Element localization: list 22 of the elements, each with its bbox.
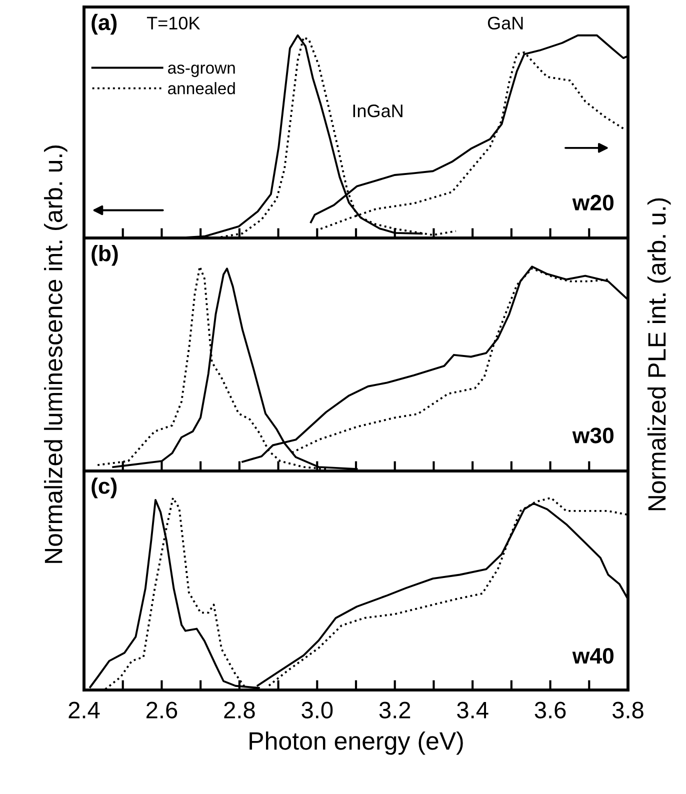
x-tick-label: 2.4 — [68, 702, 100, 718]
y2-axis-title: Normalized PLE int. (arb. u.) — [647, 198, 671, 510]
annotation: w30 — [572, 428, 614, 444]
x-tick-label: 3.2 — [379, 702, 410, 718]
legend-label: annealed — [168, 82, 235, 94]
x-tick-label: 3.8 — [612, 702, 644, 718]
x-tick-label: 3.6 — [534, 702, 566, 718]
x-tick-label: 2.6 — [146, 702, 178, 718]
annotation: w20 — [572, 194, 614, 211]
text: T=10K — [146, 16, 200, 30]
legend-label: as-grown — [168, 64, 235, 78]
x-tick-label: 3.4 — [457, 702, 488, 718]
x-axis-title: Photon energy (eV) — [250, 731, 463, 755]
chart-title: (c) — [92, 478, 117, 498]
x-tick-label: 3.0 — [302, 702, 333, 718]
x-tick-label: 2.8 — [224, 702, 255, 718]
chart-title: (a) — [92, 14, 117, 35]
text: GaN — [488, 16, 523, 30]
annotation: InGaN — [353, 104, 402, 118]
y-axis-title: Normalized luminescence int. (arb. u.) — [44, 146, 68, 563]
chart-title: (b) — [92, 244, 118, 266]
annotation: w40 — [572, 648, 614, 664]
